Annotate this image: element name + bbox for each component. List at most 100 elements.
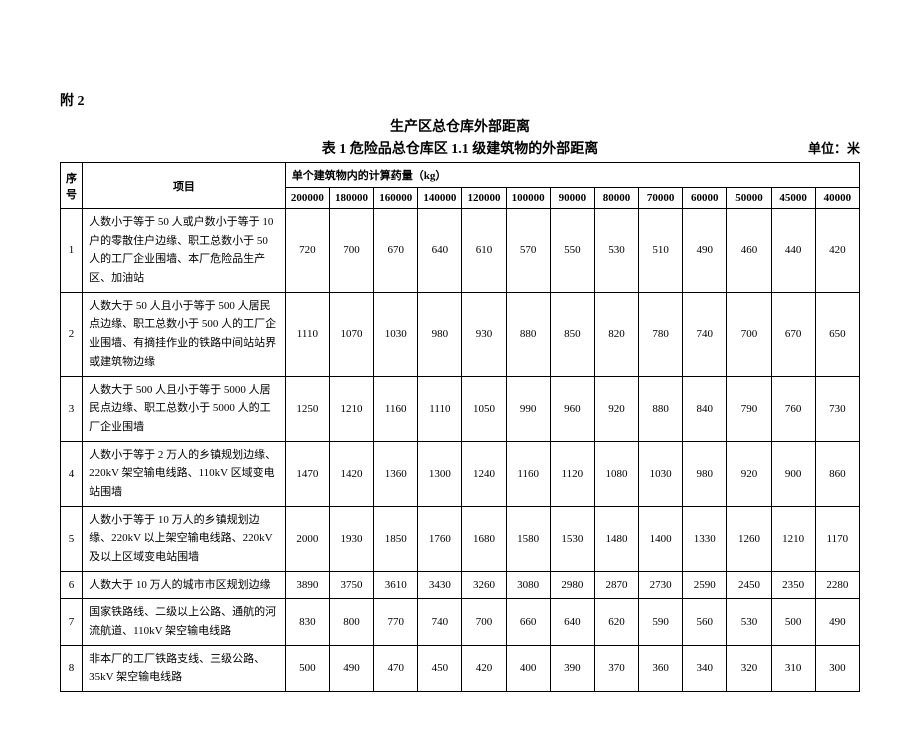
row-value: 3260 — [462, 571, 506, 599]
table-body: 1人数小于等于 50 人或户数小于等于 10 户的零散住户边缘、职工总数小于 5… — [61, 209, 860, 692]
row-value: 440 — [771, 209, 815, 293]
row-value: 880 — [639, 376, 683, 441]
row-value: 640 — [418, 209, 462, 293]
col-value-header: 140000 — [418, 188, 462, 209]
table-header: 序号 项目 单个建筑物内的计算药量（kg） 200000180000160000… — [61, 163, 860, 209]
row-value: 1300 — [418, 441, 462, 506]
row-value: 920 — [727, 441, 771, 506]
row-item: 人数大于 50 人且小于等于 500 人居民点边缘、职工总数小于 500 人的工… — [83, 292, 286, 376]
row-value: 780 — [639, 292, 683, 376]
row-value: 3890 — [285, 571, 329, 599]
row-value: 1030 — [374, 292, 418, 376]
row-value: 490 — [815, 599, 859, 645]
row-item: 人数小于等于 2 万人的乡镇规划边缘、220kV 架空输电线路、110kV 区域… — [83, 441, 286, 506]
row-value: 3610 — [374, 571, 418, 599]
row-value: 1330 — [683, 506, 727, 571]
row-item: 人数小于等于 50 人或户数小于等于 10 户的零散住户边缘、职工总数小于 50… — [83, 209, 286, 293]
row-num: 7 — [61, 599, 83, 645]
row-num: 2 — [61, 292, 83, 376]
row-value: 500 — [771, 599, 815, 645]
row-value: 320 — [727, 645, 771, 691]
row-value: 400 — [506, 645, 550, 691]
row-num: 4 — [61, 441, 83, 506]
row-value: 1480 — [594, 506, 638, 571]
row-value: 2450 — [727, 571, 771, 599]
row-value: 1420 — [329, 441, 373, 506]
row-value: 920 — [594, 376, 638, 441]
title-main: 生产区总仓库外部距离 — [60, 116, 860, 136]
col-value-header: 50000 — [727, 188, 771, 209]
col-value-header: 100000 — [506, 188, 550, 209]
row-value: 670 — [771, 292, 815, 376]
row-value: 980 — [418, 292, 462, 376]
row-item: 非本厂的工厂铁路支线、三级公路、35kV 架空输电线路 — [83, 645, 286, 691]
row-num: 3 — [61, 376, 83, 441]
table-row: 7国家铁路线、二级以上公路、通航的河流航道、110kV 架空输电线路830800… — [61, 599, 860, 645]
row-value: 340 — [683, 645, 727, 691]
row-num: 1 — [61, 209, 83, 293]
unit-label: 单位：米 — [780, 138, 860, 157]
row-value: 930 — [462, 292, 506, 376]
row-value: 490 — [329, 645, 373, 691]
row-value: 460 — [727, 209, 771, 293]
col-value-header: 40000 — [815, 188, 859, 209]
row-value: 1930 — [329, 506, 373, 571]
row-value: 300 — [815, 645, 859, 691]
row-num: 8 — [61, 645, 83, 691]
row-value: 1250 — [285, 376, 329, 441]
row-value: 2000 — [285, 506, 329, 571]
row-value: 960 — [550, 376, 594, 441]
row-value: 470 — [374, 645, 418, 691]
row-value: 770 — [374, 599, 418, 645]
row-value: 2350 — [771, 571, 815, 599]
row-value: 550 — [550, 209, 594, 293]
row-value: 2590 — [683, 571, 727, 599]
row-value: 1580 — [506, 506, 550, 571]
col-value-header: 120000 — [462, 188, 506, 209]
row-value: 730 — [815, 376, 859, 441]
row-value: 370 — [594, 645, 638, 691]
row-value: 700 — [329, 209, 373, 293]
table-row: 1人数小于等于 50 人或户数小于等于 10 户的零散住户边缘、职工总数小于 5… — [61, 209, 860, 293]
col-value-header: 80000 — [594, 188, 638, 209]
row-value: 1470 — [285, 441, 329, 506]
row-value: 660 — [506, 599, 550, 645]
row-value: 1110 — [285, 292, 329, 376]
row-value: 860 — [815, 441, 859, 506]
row-value: 880 — [506, 292, 550, 376]
row-value: 1080 — [594, 441, 638, 506]
col-value-header: 45000 — [771, 188, 815, 209]
row-value: 1050 — [462, 376, 506, 441]
row-value: 850 — [550, 292, 594, 376]
col-value-header: 60000 — [683, 188, 727, 209]
row-value: 560 — [683, 599, 727, 645]
table-row: 8非本厂的工厂铁路支线、三级公路、35kV 架空输电线路500490470450… — [61, 645, 860, 691]
row-value: 700 — [462, 599, 506, 645]
col-seq-header: 序号 — [61, 163, 83, 209]
row-value: 1070 — [329, 292, 373, 376]
row-value: 2280 — [815, 571, 859, 599]
row-value: 450 — [418, 645, 462, 691]
row-value: 1530 — [550, 506, 594, 571]
row-value: 1850 — [374, 506, 418, 571]
row-value: 510 — [639, 209, 683, 293]
row-value: 3430 — [418, 571, 462, 599]
row-value: 570 — [506, 209, 550, 293]
row-value: 650 — [815, 292, 859, 376]
row-value: 1760 — [418, 506, 462, 571]
row-value: 2980 — [550, 571, 594, 599]
row-value: 720 — [285, 209, 329, 293]
row-value: 420 — [462, 645, 506, 691]
row-value: 590 — [639, 599, 683, 645]
row-value: 1400 — [639, 506, 683, 571]
row-value: 530 — [594, 209, 638, 293]
row-value: 3750 — [329, 571, 373, 599]
row-value: 800 — [329, 599, 373, 645]
row-value: 760 — [771, 376, 815, 441]
row-value: 420 — [815, 209, 859, 293]
row-item: 人数大于 10 万人的城市市区规划边缘 — [83, 571, 286, 599]
col-value-header: 90000 — [550, 188, 594, 209]
row-item: 人数大于 500 人且小于等于 5000 人居民点边缘、职工总数小于 5000 … — [83, 376, 286, 441]
row-value: 3080 — [506, 571, 550, 599]
row-value: 620 — [594, 599, 638, 645]
